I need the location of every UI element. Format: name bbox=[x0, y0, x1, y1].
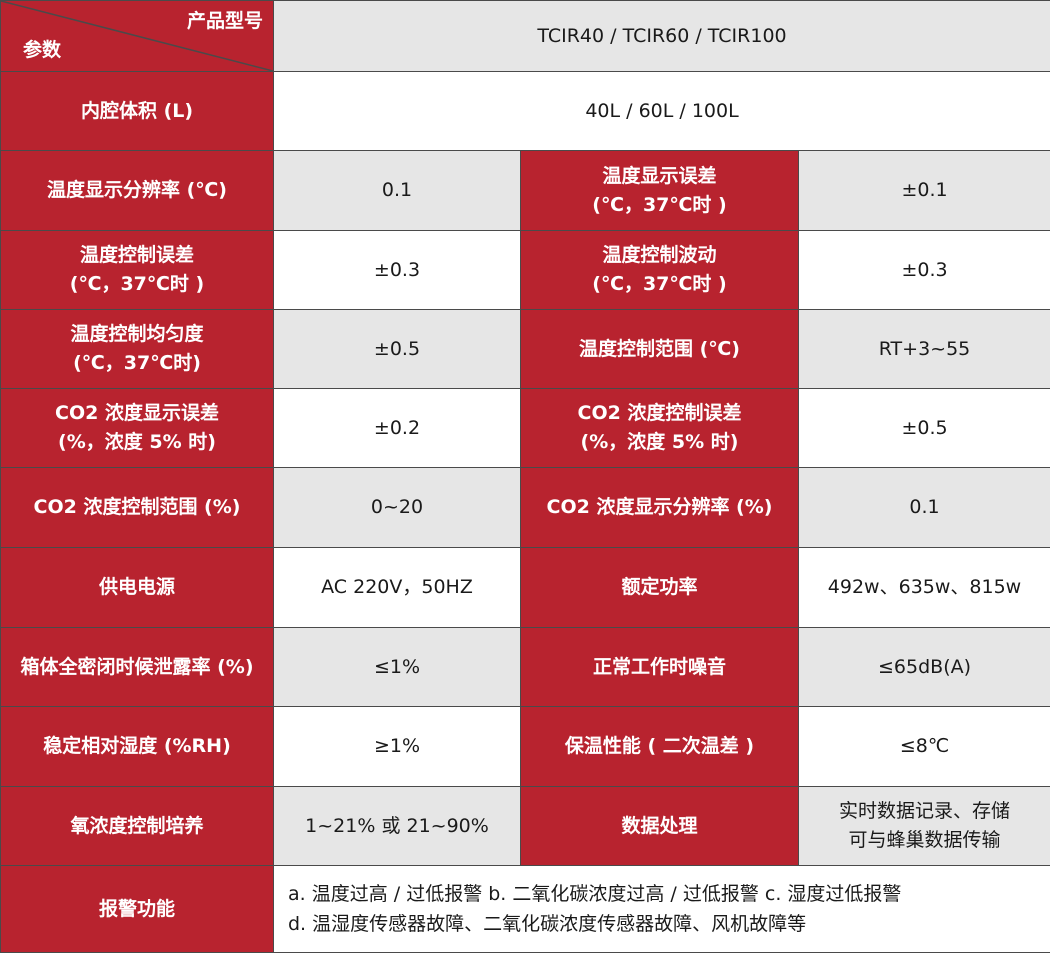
noise-value: ≤65dB(A) bbox=[799, 628, 1050, 707]
co2-control-error-label: CO2 浓度控制误差 (%，浓度 5% 时) bbox=[521, 389, 799, 468]
label-line: (℃，37℃时 ) bbox=[521, 270, 798, 299]
volume-label: 内腔体积 (L) bbox=[1, 72, 274, 151]
label-line: (%，浓度 5% 时) bbox=[1, 428, 273, 457]
data-processing-label: 数据处理 bbox=[521, 787, 799, 866]
label-line: CO2 浓度控制误差 bbox=[521, 399, 798, 428]
temp-control-error-value: ±0.3 bbox=[274, 231, 521, 310]
power-supply-label: 供电电源 bbox=[1, 548, 274, 628]
header-row: 产品型号 参数 TCIR40 / TCIR60 / TCIR100 bbox=[1, 1, 1050, 72]
insulation-label: 保温性能 ( 二次温差 ) bbox=[521, 707, 799, 787]
co2-range-value: 0~20 bbox=[274, 468, 521, 548]
label-line: 温度控制波动 bbox=[521, 241, 798, 270]
volume-value: 40L / 60L / 100L bbox=[274, 72, 1050, 151]
label-line: 温度控制误差 bbox=[1, 241, 273, 270]
header-corner-cell: 产品型号 参数 bbox=[1, 1, 274, 72]
label-line: (℃，37℃时) bbox=[1, 349, 273, 378]
value-line: 可与蜂巢数据传输 bbox=[799, 826, 1050, 855]
table-row: 温度控制误差 (℃，37℃时 ) ±0.3 温度控制波动 (℃，37℃时 ) ±… bbox=[1, 231, 1050, 310]
co2-display-error-label: CO2 浓度显示误差 (%，浓度 5% 时) bbox=[1, 389, 274, 468]
temp-uniformity-value: ±0.5 bbox=[274, 310, 521, 389]
temp-display-error-value: ±0.1 bbox=[799, 151, 1050, 231]
co2-resolution-label: CO2 浓度显示分辨率 (%) bbox=[521, 468, 799, 548]
label-line: (%，浓度 5% 时) bbox=[521, 428, 798, 457]
table-row: 温度显示分辨率 (℃) 0.1 温度显示误差 (℃，37℃时 ) ±0.1 bbox=[1, 151, 1050, 231]
table-row: CO2 浓度控制范围 (%) 0~20 CO2 浓度显示分辨率 (%) 0.1 bbox=[1, 468, 1050, 548]
value-line: a. 温度过高 / 过低报警 b. 二氧化碳浓度过高 / 过低报警 c. 湿度过… bbox=[288, 879, 1050, 909]
table-row: 箱体全密闭时候泄露率 (%) ≤1% 正常工作时噪音 ≤65dB(A) bbox=[1, 628, 1050, 707]
temp-control-error-label: 温度控制误差 (℃，37℃时 ) bbox=[1, 231, 274, 310]
humidity-label: 稳定相对湿度 (%RH) bbox=[1, 707, 274, 787]
alarm-label: 报警功能 bbox=[1, 866, 274, 953]
humidity-value: ≥1% bbox=[274, 707, 521, 787]
power-supply-value: AC 220V，50HZ bbox=[274, 548, 521, 628]
table-row: 供电电源 AC 220V，50HZ 额定功率 492w、635w、815w bbox=[1, 548, 1050, 628]
noise-label: 正常工作时噪音 bbox=[521, 628, 799, 707]
leak-rate-label: 箱体全密闭时候泄露率 (%) bbox=[1, 628, 274, 707]
label-line: CO2 浓度显示误差 bbox=[1, 399, 273, 428]
label-line: 温度显示误差 bbox=[521, 162, 798, 191]
table-row: 温度控制均匀度 (℃，37℃时) ±0.5 温度控制范围 (℃) RT+3~55 bbox=[1, 310, 1050, 389]
label-line: (℃，37℃时 ) bbox=[1, 270, 273, 299]
temp-resolution-value: 0.1 bbox=[274, 151, 521, 231]
co2-range-label: CO2 浓度控制范围 (%) bbox=[1, 468, 274, 548]
table-row: 内腔体积 (L) 40L / 60L / 100L bbox=[1, 72, 1050, 151]
co2-control-error-value: ±0.5 bbox=[799, 389, 1050, 468]
rated-power-label: 额定功率 bbox=[521, 548, 799, 628]
co2-resolution-value: 0.1 bbox=[799, 468, 1050, 548]
alarm-value: a. 温度过高 / 过低报警 b. 二氧化碳浓度过高 / 过低报警 c. 湿度过… bbox=[274, 866, 1050, 953]
models-cell: TCIR40 / TCIR60 / TCIR100 bbox=[274, 1, 1050, 72]
rated-power-value: 492w、635w、815w bbox=[799, 548, 1050, 628]
temp-display-error-label: 温度显示误差 (℃，37℃时 ) bbox=[521, 151, 799, 231]
label-line: 温度控制均匀度 bbox=[1, 320, 273, 349]
co2-display-error-value: ±0.2 bbox=[274, 389, 521, 468]
temp-range-label: 温度控制范围 (℃) bbox=[521, 310, 799, 389]
corner-label-param: 参数 bbox=[23, 39, 61, 61]
label-line: (℃，37℃时 ) bbox=[521, 191, 798, 220]
insulation-value: ≤8℃ bbox=[799, 707, 1050, 787]
table-row: 报警功能 a. 温度过高 / 过低报警 b. 二氧化碳浓度过高 / 过低报警 c… bbox=[1, 866, 1050, 953]
temp-uniformity-label: 温度控制均匀度 (℃，37℃时) bbox=[1, 310, 274, 389]
temp-fluctuation-label: 温度控制波动 (℃，37℃时 ) bbox=[521, 231, 799, 310]
temp-resolution-label: 温度显示分辨率 (℃) bbox=[1, 151, 274, 231]
oxygen-value: 1~21% 或 21~90% bbox=[274, 787, 521, 866]
table-row: CO2 浓度显示误差 (%，浓度 5% 时) ±0.2 CO2 浓度控制误差 (… bbox=[1, 389, 1050, 468]
table-row: 氧浓度控制培养 1~21% 或 21~90% 数据处理 实时数据记录、存储 可与… bbox=[1, 787, 1050, 866]
data-processing-value: 实时数据记录、存储 可与蜂巢数据传输 bbox=[799, 787, 1050, 866]
leak-rate-value: ≤1% bbox=[274, 628, 521, 707]
value-line: d. 温湿度传感器故障、二氧化碳浓度传感器故障、风机故障等 bbox=[288, 909, 1050, 939]
temp-range-value: RT+3~55 bbox=[799, 310, 1050, 389]
corner-label-model: 产品型号 bbox=[187, 10, 263, 32]
value-line: 实时数据记录、存储 bbox=[799, 797, 1050, 826]
oxygen-label: 氧浓度控制培养 bbox=[1, 787, 274, 866]
temp-fluctuation-value: ±0.3 bbox=[799, 231, 1050, 310]
table-row: 稳定相对湿度 (%RH) ≥1% 保温性能 ( 二次温差 ) ≤8℃ bbox=[1, 707, 1050, 787]
